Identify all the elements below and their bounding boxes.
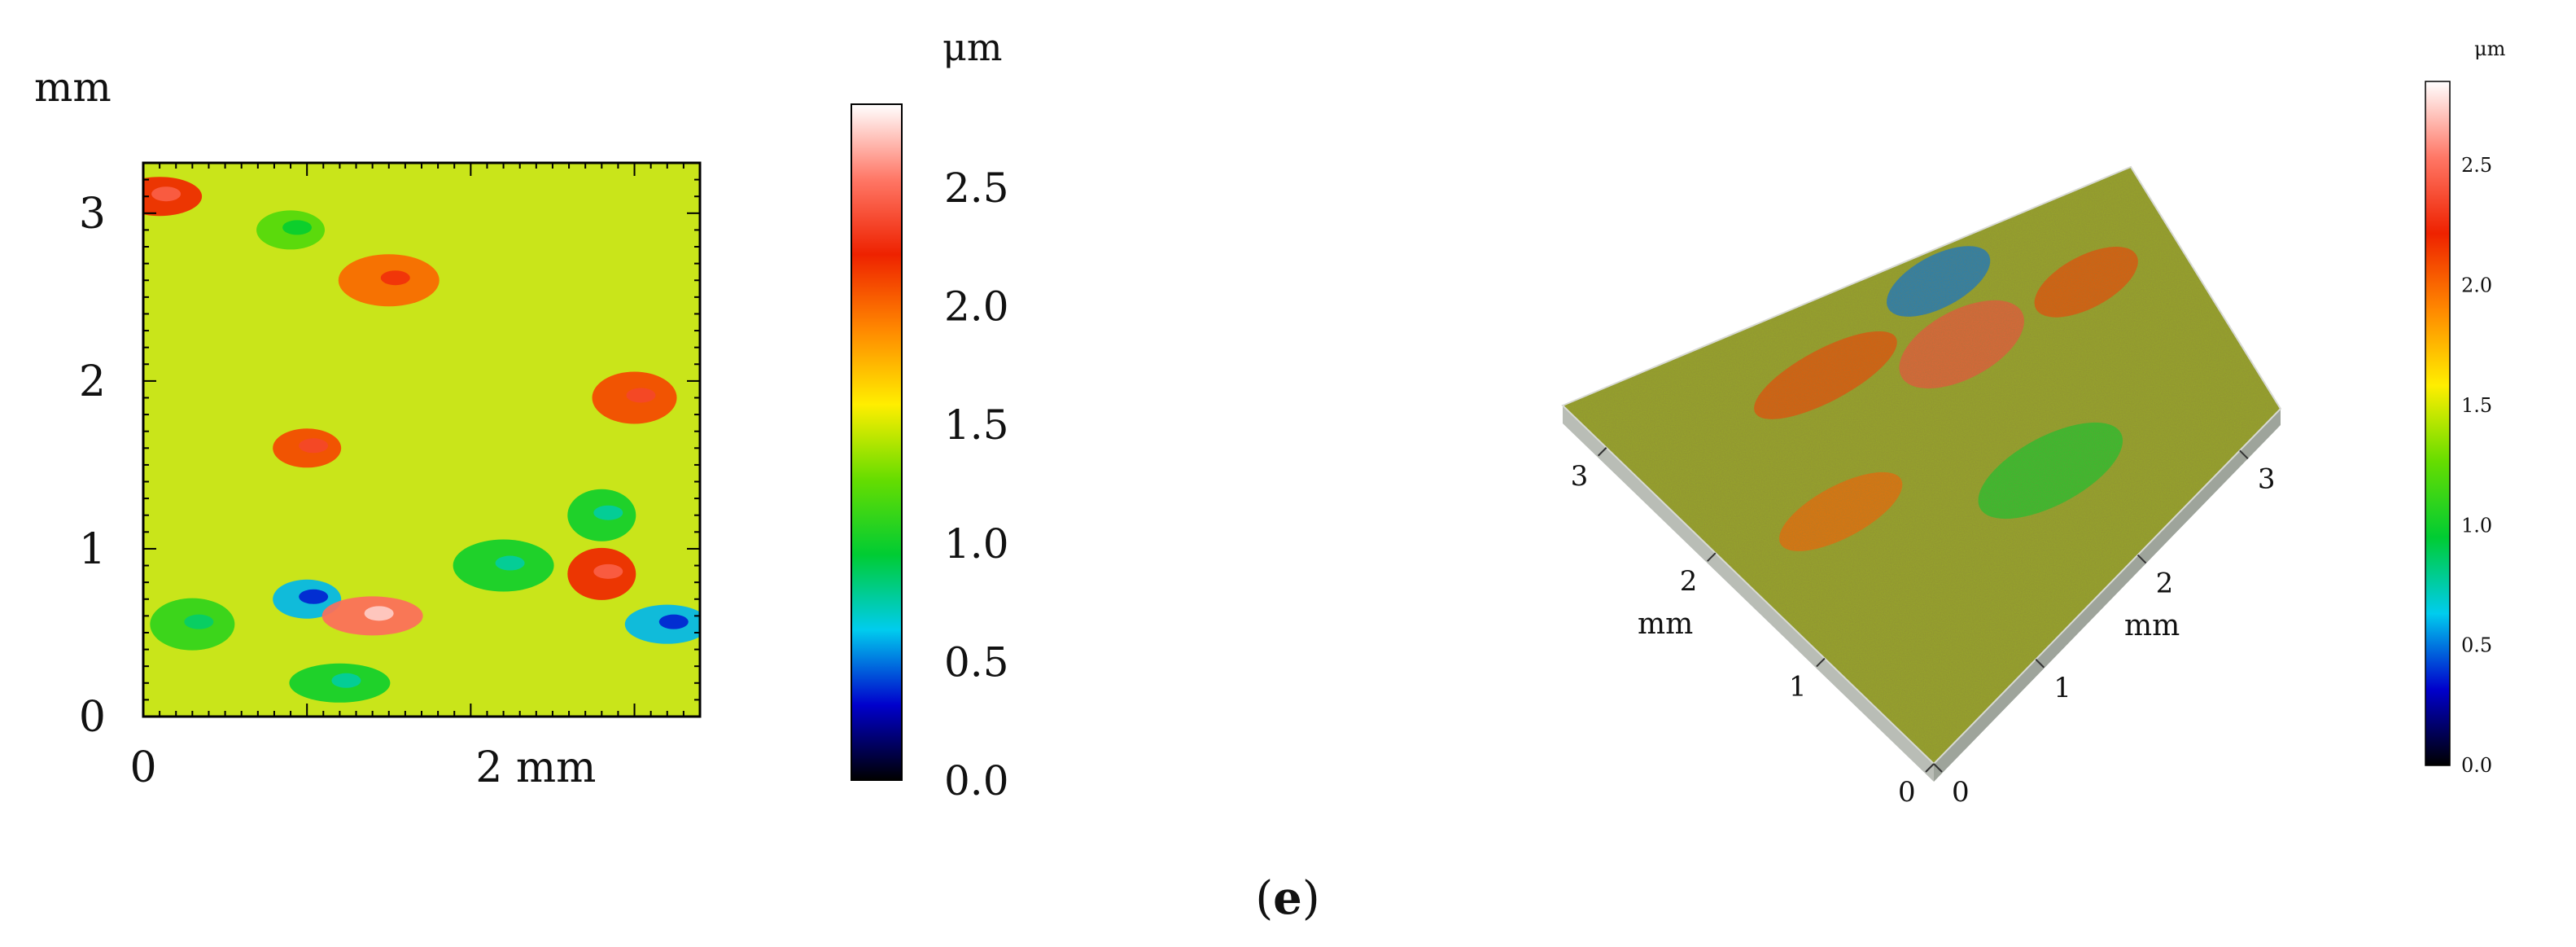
y-tick-label: 1: [79, 525, 106, 574]
colorbar-1-tick-label: 0.5: [944, 638, 1009, 686]
colorbar-2-unit: μm: [2474, 37, 2506, 60]
map-feature-core: [331, 673, 361, 688]
colorbar-2-tick-label: 0.5: [2461, 634, 2492, 657]
map-feature-core: [593, 563, 623, 579]
surface-x-tick-label: 0: [1952, 776, 1970, 809]
surface-axis-unit-left: mm: [1638, 607, 1693, 641]
colorbar-1-tick-label: 2.5: [944, 164, 1009, 212]
surface-y-tick-label: 1: [1789, 671, 1807, 704]
map-feature-core: [593, 505, 623, 520]
panel-label-open: (: [1255, 872, 1273, 925]
map-feature-core: [151, 186, 182, 202]
map-features: [143, 177, 700, 703]
surface-y-tick: [1925, 763, 1935, 773]
map-feature-core: [495, 555, 525, 571]
surface-x-tick: [1933, 763, 1943, 773]
surface-side-left: [1563, 406, 1934, 782]
surface-x-tick: [2136, 554, 2147, 564]
surface-y-tick-label: 3: [1571, 460, 1589, 493]
height-map-2d: mm 0 2 mm 0 1 2 3 μm 0.0 0.5 1.0 1.5 2.0 2.5: [34, 25, 1009, 805]
surface-y-tick-label: 2: [1680, 565, 1698, 598]
surface-axis-ticks: 0 1 2 3 0 1 2 3: [1571, 447, 2276, 809]
axis-tick-labels: 0 2 mm 0 1 2 3: [79, 190, 597, 792]
surface-x-tick: [2035, 659, 2045, 669]
height-map-3d: 0 1 2 3 0 1 2 3 mm mm μm 0.0 0.5 1.0 1.5 2.0 2.5: [1561, 37, 2506, 809]
surface-axis-unit-right: mm: [2124, 609, 2180, 642]
x-tick-label: 0: [129, 743, 156, 792]
surface-x-tick: [2239, 449, 2249, 460]
y-tick-label: 0: [79, 693, 106, 742]
y-axis-unit-label: mm: [34, 64, 112, 111]
colorbar-1: [851, 103, 903, 781]
x-tick-label: 2 mm: [475, 743, 596, 792]
surface-y-tick: [1816, 657, 1826, 668]
y-tick-label: 2: [79, 357, 106, 406]
colorbar-1-unit: μm: [942, 25, 1003, 69]
panel-label: (e): [1255, 871, 1319, 925]
surface-x-tick-label: 2: [2156, 568, 2174, 600]
colorbar-1-tick-label: 0.0: [944, 757, 1009, 805]
colorbar-1-tick-label: 2.0: [944, 283, 1009, 331]
colorbar-1-tick-label: 1.0: [944, 520, 1009, 568]
surface-outline: [1561, 165, 2282, 765]
map-feature-core: [184, 614, 214, 629]
map-feature-core: [364, 606, 394, 621]
colorbar-2-tick-labels: 0.0 0.5 1.0 1.5 2.0 2.5: [2461, 154, 2492, 777]
map-feature-core: [282, 220, 313, 235]
surface-y-tick: [1597, 447, 1607, 457]
colorbar-1-tick-labels: 0.0 0.5 1.0 1.5 2.0 2.5: [944, 164, 1009, 805]
colorbar-2-tick-label: 1.0: [2461, 514, 2492, 537]
colorbar-2-tick-label: 1.5: [2461, 394, 2492, 417]
surface-feature: [1861, 167, 1967, 217]
panel-label-letter: e: [1273, 871, 1302, 925]
map-feature-core: [380, 270, 410, 286]
colorbar-2: [2425, 81, 2451, 766]
surface-side-right: [1934, 409, 2281, 782]
map-feature-core: [658, 614, 689, 629]
surface-x-tick-label: 1: [2053, 672, 2071, 704]
map-feature-core: [626, 388, 656, 403]
map-background: [143, 163, 700, 717]
surface-x-tick-label: 3: [2258, 463, 2276, 495]
y-tick-label: 3: [79, 190, 106, 239]
colorbar-2-tick-label: 2.5: [2461, 154, 2492, 177]
map-feature-core: [299, 589, 329, 604]
axis-ticks: [142, 162, 701, 717]
colorbar-1-tick-label: 1.5: [944, 401, 1009, 449]
map-feature-core: [299, 438, 329, 454]
panel-label-close: ): [1302, 872, 1320, 925]
surface-y-tick-label: 0: [1898, 776, 1916, 809]
surface-y-tick: [1707, 552, 1717, 562]
colorbar-2-tick-label: 0.0: [2461, 754, 2492, 777]
colorbar-2-tick-label: 2.0: [2461, 274, 2492, 297]
